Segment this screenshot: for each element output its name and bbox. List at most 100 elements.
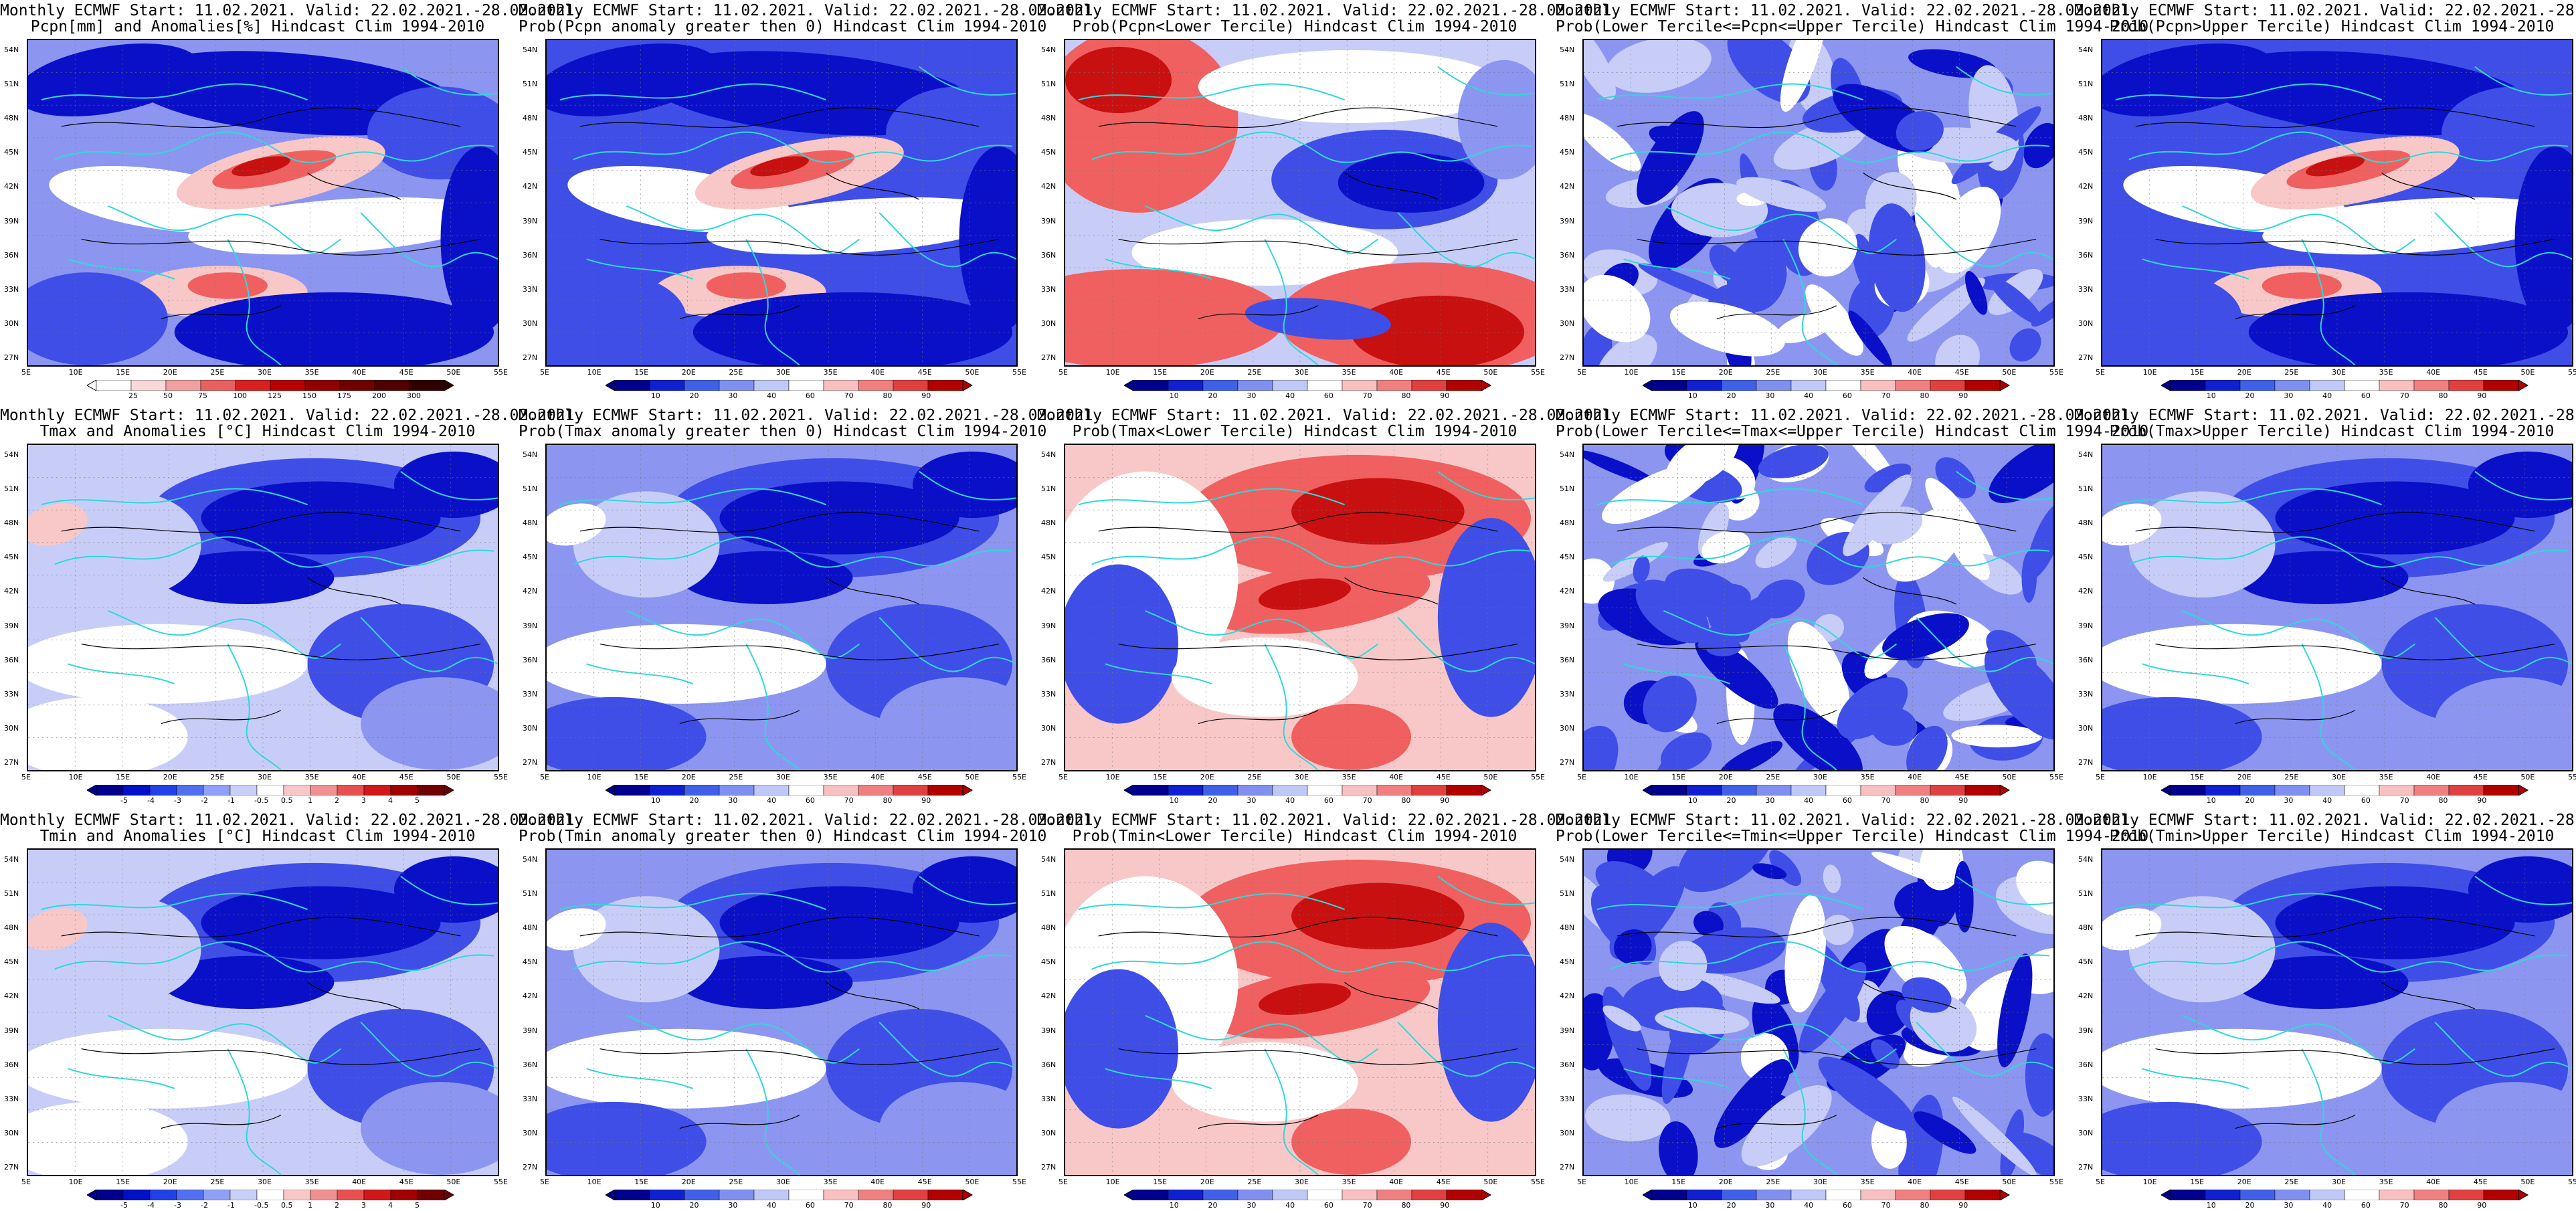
color-bar-tick-label: 30 — [1247, 1201, 1257, 1210]
panel-title-line1: Monthly ECMWF Start: 11.02.2021. Valid: … — [1556, 2, 2140, 19]
anomaly-area — [1655, 1007, 1750, 1034]
anomaly-area — [1669, 301, 1785, 357]
color-bar-tick-label: 30 — [2284, 391, 2294, 400]
contour-line — [307, 172, 401, 200]
anomaly-area — [28, 1028, 308, 1109]
longitude-label: 30E — [258, 1178, 272, 1186]
anomaly-area — [912, 451, 1016, 519]
color-bar-arrow-left — [2161, 380, 2171, 391]
longitude-label: 50E — [2002, 773, 2017, 781]
color-bar-tick-label: 0.5 — [281, 796, 293, 805]
color-bar-arrow-left — [606, 785, 616, 796]
longitude-label: 25E — [729, 773, 743, 781]
latitude-label: 51N — [2078, 80, 2094, 89]
anomaly-area — [1172, 1042, 1358, 1122]
anomaly-area — [2128, 491, 2276, 598]
color-bar-segment — [1895, 380, 1931, 391]
anomaly-area — [161, 955, 335, 1010]
panel-title-line1: Monthly ECMWF Start: 11.02.2021. Valid: … — [1556, 407, 2140, 424]
latitude-label: 36N — [523, 250, 538, 260]
latitude-label: 39N — [4, 216, 19, 225]
anomaly-area — [28, 1101, 188, 1175]
latitude-label: 27N — [1560, 1163, 1575, 1172]
longitude-label: 40E — [1389, 368, 1404, 377]
color-bar-segment — [256, 785, 284, 796]
color-bar-tick-label: 70 — [1362, 391, 1372, 400]
coastline — [1144, 205, 1378, 254]
color-bar-segment — [337, 1190, 365, 1200]
longitude-label: 45E — [917, 1178, 932, 1186]
color-bar — [606, 1190, 974, 1200]
longitude-label: 50E — [2002, 368, 2017, 377]
contour-line — [2135, 917, 2535, 938]
coastline — [1916, 212, 2053, 268]
latitude-label: 27N — [523, 353, 538, 362]
anomaly-area — [201, 886, 441, 959]
color-bar-arrow-right — [1481, 380, 1492, 391]
color-bar-tick-label: 90 — [2477, 391, 2487, 400]
anomaly-area — [693, 292, 1012, 365]
latitude-label: 30N — [523, 723, 538, 733]
color-bar-tick-label: 90 — [921, 1201, 931, 1210]
color-bar-tick-label: 30 — [2284, 796, 2294, 805]
coastline — [1105, 1068, 1212, 1089]
coastline — [2301, 239, 2356, 365]
longitude-label: 10E — [2142, 773, 2157, 781]
latitude-label: 30N — [1041, 1128, 1056, 1137]
latitude-label: 33N — [1560, 1094, 1575, 1103]
contour-line — [1118, 238, 1518, 256]
color-bar-segment — [858, 380, 894, 391]
latitude-label: 27N — [523, 758, 538, 767]
color-bar-segment — [149, 1190, 177, 1200]
longitude-label: 40E — [2426, 1178, 2441, 1186]
longitude-label: 10E — [1624, 368, 1639, 377]
color-bar-segment — [1860, 380, 1896, 391]
map-panel: Monthly ECMWF Start: 11.02.2021. Valid: … — [519, 405, 1102, 806]
color-bar-tick-label: 80 — [2438, 796, 2448, 805]
color-bar-segment — [1686, 1190, 1722, 1200]
anomaly-area — [547, 1101, 707, 1175]
color-bar-tick-label: 40 — [767, 391, 777, 400]
longitude-label: 35E — [1860, 773, 1875, 781]
color-bar-tick-label: 30 — [1247, 796, 1257, 805]
color-bar-tick-label: 20 — [1208, 391, 1218, 400]
latitude-label: 51N — [1560, 80, 1575, 89]
latitude-label: 39N — [2078, 216, 2094, 225]
longitude-label: 55E — [2049, 1178, 2063, 1186]
latitude-label: 45N — [4, 148, 19, 157]
contour-line — [1344, 982, 1439, 1010]
color-bar-segment — [1133, 785, 1169, 796]
coastline — [1397, 212, 1535, 268]
color-bar-tick-label: 20 — [2245, 391, 2255, 400]
map-panel: Monthly ECMWF Start: 11.02.2021. Valid: … — [0, 0, 583, 401]
color-bar-tick-label: 80 — [883, 1201, 893, 1210]
color-bar-segment — [165, 380, 201, 391]
anomaly-area — [2102, 272, 2242, 365]
color-bar-segment — [2170, 1190, 2206, 1200]
anomaly-area — [1780, 40, 1827, 112]
latitude-label: 27N — [1560, 758, 1575, 767]
color-bar — [2161, 1190, 2529, 1200]
coastline — [879, 1022, 1016, 1077]
longitude-label: 45E — [1954, 773, 1969, 781]
contour-line — [600, 1048, 1000, 1065]
anomaly-area — [1769, 850, 1802, 887]
anomaly-area — [1907, 278, 1985, 342]
coastline — [107, 1015, 341, 1064]
coastline — [559, 83, 826, 101]
color-bar-tick-label: 70 — [2399, 796, 2409, 805]
longitude-label: 25E — [2284, 773, 2299, 781]
coastline — [1956, 875, 2053, 905]
coastline — [1916, 617, 2053, 672]
longitude-label: 20E — [681, 368, 696, 377]
anomaly-area — [679, 955, 853, 1010]
panel-title-line1: Monthly ECMWF Start: 11.02.2021. Valid: … — [1037, 2, 1621, 19]
contour-line — [1198, 1115, 1319, 1129]
color-bar-tick-label: 10 — [2206, 391, 2216, 400]
coastline — [2434, 1022, 2572, 1077]
panel-title-line2: Prob(Tmin>Upper Tercile) Hindcast Clim 1… — [2109, 828, 2555, 845]
anomaly-area — [1997, 953, 2033, 1068]
coastline — [919, 470, 1016, 500]
color-bar — [1124, 380, 1492, 391]
color-bar-segment — [203, 1190, 231, 1200]
